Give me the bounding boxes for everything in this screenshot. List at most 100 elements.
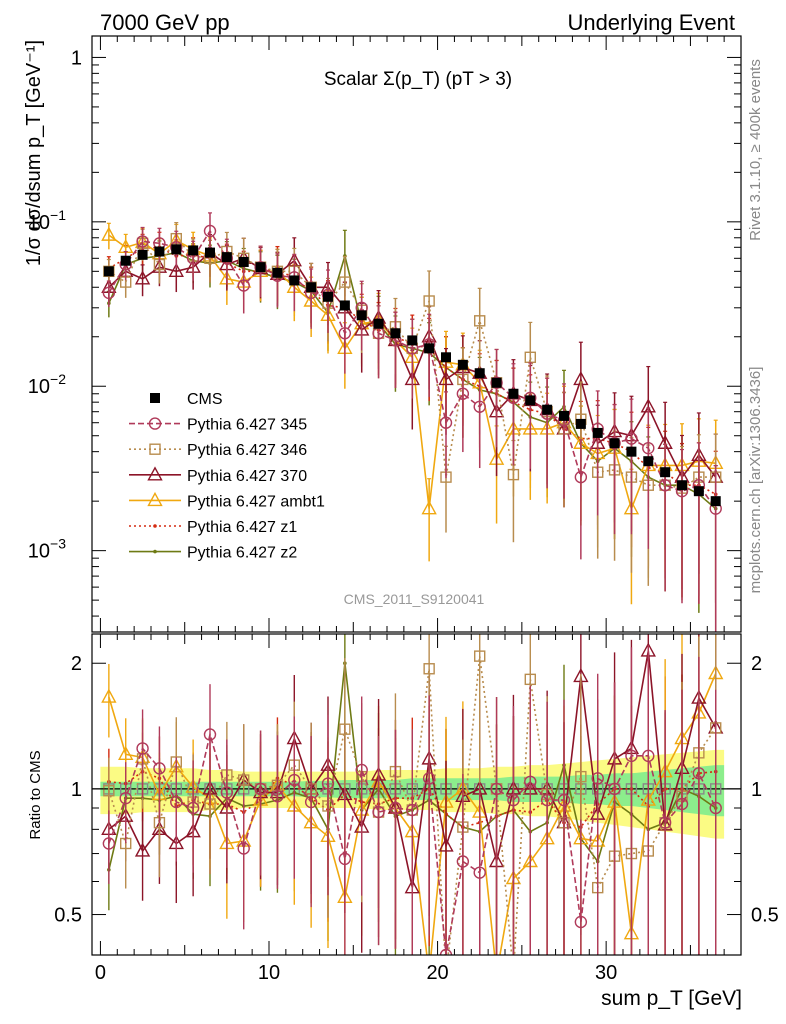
ratio-point <box>254 782 267 796</box>
ratio-point <box>271 790 284 803</box>
y-tick-label: 10−3 <box>28 536 66 563</box>
ratio-point <box>153 762 166 775</box>
ratio-series <box>102 645 722 955</box>
ratio-point <box>692 767 706 780</box>
y-tick-label: 10−2 <box>28 371 66 398</box>
ratio-point <box>103 785 115 797</box>
data-point <box>203 224 217 238</box>
ratio-point <box>220 786 234 799</box>
legend-marker <box>150 393 160 403</box>
data-point <box>542 404 553 415</box>
data-point <box>237 279 250 292</box>
data-point <box>272 267 283 278</box>
ratio-point <box>119 791 132 805</box>
data-point <box>693 486 704 497</box>
ratio-point <box>625 749 638 763</box>
ratio-point <box>575 770 587 783</box>
ratio-point <box>473 866 486 879</box>
main-axes: 110−110−210−3 <box>28 36 741 632</box>
legend-entry: CMS <box>187 391 223 408</box>
x-axis-label: sum p_T [GeV] <box>601 987 742 1010</box>
x-tick-label: 0 <box>95 962 106 984</box>
data-point <box>592 427 603 438</box>
ratio-point <box>540 793 554 807</box>
data-point <box>424 343 435 354</box>
ratio-point <box>591 772 604 785</box>
data-point <box>154 246 165 257</box>
data-point <box>608 437 621 450</box>
data-point <box>677 480 687 491</box>
rivet-label: Rivet 3.1.10, ≥ 400k events <box>747 59 764 241</box>
legend-marker <box>147 466 163 481</box>
ratio-y-tick-label: 2 <box>71 653 82 675</box>
ratio-point <box>186 801 200 815</box>
ratio-point <box>490 967 503 979</box>
ratio-point <box>339 723 351 735</box>
ratio-point <box>557 793 571 807</box>
data-point <box>710 496 721 507</box>
data-point <box>134 270 151 285</box>
data-point <box>525 395 536 406</box>
main-data-marks <box>101 212 724 632</box>
ratio-axes: 0.5 0.51 12 20 10 20 30 <box>54 634 779 984</box>
x-tick-label: 30 <box>595 962 617 984</box>
ratio-point <box>238 774 250 786</box>
ratio-point <box>438 837 454 852</box>
data-point <box>306 282 317 293</box>
ratio-point <box>101 688 117 703</box>
ratio-point <box>118 745 134 761</box>
ratio-point <box>338 852 352 866</box>
main-title: Scalar Σ(p_T) (pT > 3) <box>324 69 512 90</box>
legend-entry: Pythia 6.427 ambt1 <box>187 493 325 510</box>
legend-marker <box>153 524 157 528</box>
data-point <box>338 327 352 340</box>
x-tick-label: 10 <box>258 962 280 984</box>
legend-entry: Pythia 6.427 370 <box>187 468 307 485</box>
data-point <box>456 387 470 400</box>
data-point <box>103 266 114 277</box>
data-point <box>660 467 671 478</box>
data-point <box>643 456 654 467</box>
ratio-point <box>474 650 486 662</box>
y-tick-label: 1 <box>71 47 82 69</box>
ratio-point <box>102 837 116 850</box>
ratio-point <box>389 801 402 815</box>
data-point <box>574 470 588 484</box>
data-point <box>407 335 418 346</box>
data-point <box>439 416 453 429</box>
legend-entry: Pythia 6.427 346 <box>187 442 307 459</box>
data-point <box>137 249 148 260</box>
ratio-y-tick-label-right: 2 <box>751 653 762 675</box>
y-axis-label: 1/σ dσ/dsum p_T [GeV⁻¹] <box>23 40 45 266</box>
header-right: Underlying Event <box>567 10 735 35</box>
data-point <box>457 359 468 370</box>
ratio-point <box>675 797 689 811</box>
ratio-frame <box>91 633 742 956</box>
ratio-point <box>136 742 149 755</box>
data-point <box>373 318 384 329</box>
series-0 <box>103 244 721 507</box>
ratio-point <box>237 842 250 855</box>
data-point <box>101 226 117 241</box>
legend-marker <box>149 443 161 455</box>
data-point <box>356 310 367 321</box>
ratio-line <box>108 731 717 955</box>
ratio-data-marks <box>101 634 724 979</box>
data-point <box>626 446 637 457</box>
ratio-point <box>658 816 672 829</box>
data-point <box>136 235 149 248</box>
data-point <box>490 376 503 389</box>
data-point <box>575 418 586 429</box>
data-point <box>421 500 437 515</box>
data-point <box>559 410 569 421</box>
data-point <box>102 286 116 300</box>
ratio-point <box>709 801 722 815</box>
ratio-point <box>304 795 318 809</box>
data-point <box>625 432 638 445</box>
ratio-y-tick-label: 1 <box>71 779 82 801</box>
ratio-y-tick-label: 0.5 <box>54 905 82 927</box>
ratio-point <box>422 772 436 785</box>
data-point <box>423 295 435 307</box>
legend-marker <box>153 549 157 554</box>
data-point <box>339 276 351 288</box>
